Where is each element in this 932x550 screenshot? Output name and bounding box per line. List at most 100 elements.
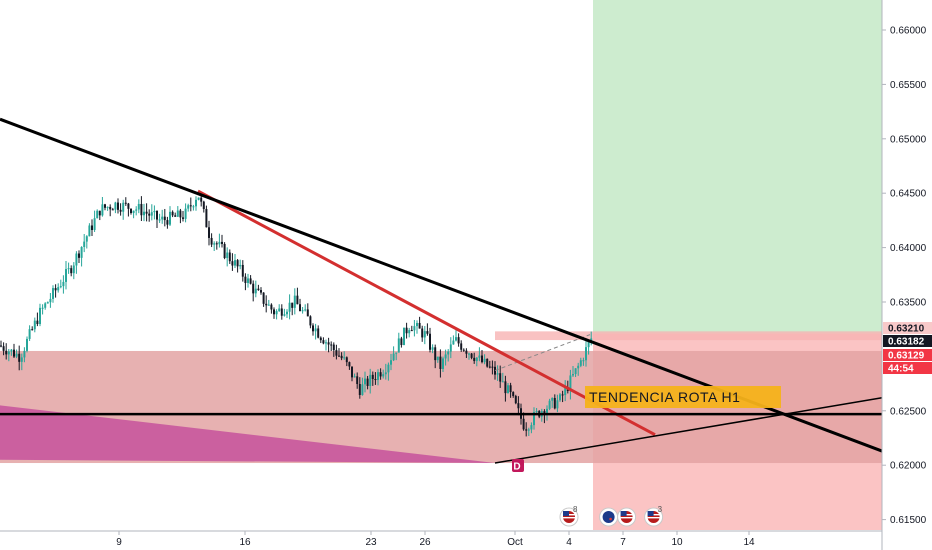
- candle: [364, 371, 366, 393]
- candle: [148, 209, 151, 222]
- candle: [416, 320, 418, 334]
- candle: [78, 250, 80, 263]
- candle: [244, 273, 247, 291]
- candle: [361, 377, 364, 396]
- candle: [439, 349, 442, 378]
- candle: [418, 316, 421, 329]
- candle: [288, 294, 291, 320]
- us-flag-icon[interactable]: 8: [559, 505, 579, 527]
- candle: [387, 362, 390, 381]
- price-badge: 0.63129: [883, 349, 932, 362]
- candle: [59, 279, 62, 289]
- us-flag-icon[interactable]: 3: [644, 505, 664, 527]
- long-position-profit-zone: [593, 0, 882, 334]
- candle: [205, 205, 208, 228]
- candle: [130, 208, 132, 215]
- annotation-text: TENDENCIA ROTA H1: [589, 389, 740, 405]
- candle: [275, 309, 278, 320]
- us-flag-icon[interactable]: [617, 507, 637, 527]
- candle: [247, 273, 249, 288]
- price-badge-label: 44:54: [888, 364, 914, 375]
- price-tick-label: 0.64000: [890, 243, 927, 254]
- candle: [332, 342, 335, 357]
- candle: [442, 356, 444, 372]
- candle: [254, 280, 257, 298]
- candle: [400, 336, 403, 348]
- candle: [286, 309, 288, 319]
- candle: [462, 348, 465, 352]
- candle: [72, 262, 75, 280]
- candle: [143, 203, 145, 222]
- candle: [283, 308, 286, 317]
- candle: [249, 275, 252, 285]
- time-axis[interactable]: 9 16 23 26 Oct 4 7 10 14: [116, 531, 755, 548]
- candle: [470, 352, 473, 360]
- candle: [252, 280, 255, 302]
- candle: [390, 353, 392, 371]
- candle: [91, 219, 93, 237]
- au-flag-icon[interactable]: [599, 507, 619, 527]
- candle: [75, 251, 78, 274]
- candle: [52, 285, 54, 303]
- candle: [553, 394, 556, 410]
- annotation-label[interactable]: TENDENCIA ROTA H1: [585, 386, 781, 408]
- candle: [41, 304, 44, 315]
- candle: [197, 197, 200, 201]
- time-tick-label: Oct: [507, 537, 523, 548]
- candle: [96, 209, 99, 219]
- candle: [449, 337, 452, 359]
- candle: [499, 365, 502, 388]
- price-axis[interactable]: 0.66000 0.65500 0.65000 0.64500 0.64000 0.635…: [882, 26, 927, 527]
- candle: [306, 303, 309, 317]
- price-badge: 0.63182: [883, 335, 932, 348]
- candle: [174, 212, 177, 217]
- candle: [239, 259, 242, 270]
- candle: [236, 258, 239, 273]
- candle: [23, 347, 26, 363]
- candle: [556, 394, 559, 413]
- candle: [325, 339, 327, 351]
- candle: [18, 345, 21, 371]
- time-tick-label: 9: [116, 537, 122, 548]
- candle: [265, 295, 268, 313]
- candle: [270, 303, 273, 314]
- candle: [319, 336, 322, 344]
- candle: [501, 372, 504, 383]
- candle: [278, 304, 281, 312]
- candle: [434, 344, 437, 369]
- candle: [530, 422, 533, 434]
- candle: [39, 303, 41, 327]
- candle: [447, 349, 450, 362]
- candle: [486, 358, 489, 368]
- candle: [260, 287, 262, 295]
- candle: [569, 369, 572, 400]
- candle: [491, 360, 494, 375]
- price-tick-label: 0.66000: [890, 26, 927, 37]
- price-tick-label: 0.62000: [890, 461, 927, 472]
- candle: [384, 363, 387, 380]
- candle: [483, 354, 486, 365]
- candle: [395, 352, 398, 361]
- candle: [83, 234, 86, 253]
- candle: [587, 340, 590, 355]
- event-marker[interactable]: D: [512, 459, 524, 473]
- candle: [314, 323, 317, 340]
- candle: [345, 356, 348, 367]
- candle: [473, 352, 476, 364]
- candle: [49, 293, 52, 308]
- candle: [184, 203, 187, 223]
- candle: [137, 199, 140, 214]
- candle: [301, 306, 304, 314]
- candle: [33, 317, 36, 333]
- candle: [101, 196, 104, 217]
- event-count: 8: [573, 505, 578, 514]
- price-badge: 44:54: [883, 362, 932, 375]
- candle: [327, 337, 330, 353]
- price-tick-label: 0.63500: [890, 298, 927, 309]
- candle: [36, 312, 39, 327]
- price-tick-label: 0.61500: [890, 515, 927, 526]
- price-badge: 0.63210: [883, 322, 932, 335]
- candle: [28, 325, 31, 341]
- price-tick-label: 0.64500: [890, 189, 927, 200]
- candle: [145, 203, 148, 222]
